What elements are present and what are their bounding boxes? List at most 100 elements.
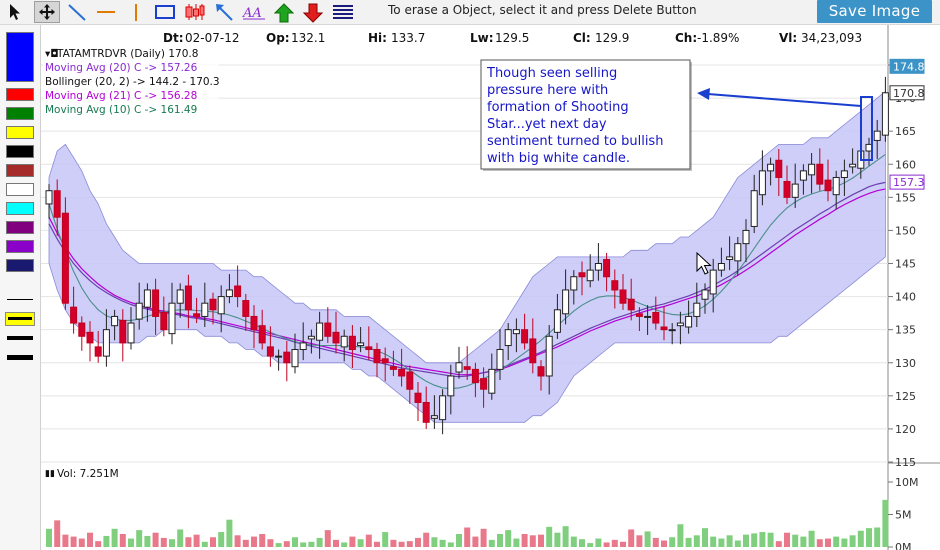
- price-flag-box: [889, 58, 925, 74]
- color-swatch-blue[interactable]: [6, 32, 34, 82]
- color-swatch-white[interactable]: [6, 183, 34, 196]
- color-swatch-red[interactable]: [6, 88, 34, 101]
- candle: [340, 329, 348, 362]
- price-flag-box: [889, 85, 925, 101]
- volume-bar: [570, 536, 577, 547]
- volume-bar: [693, 535, 700, 547]
- candle: [111, 309, 119, 341]
- move-cross-icon[interactable]: [34, 1, 60, 23]
- color-swatch-purple[interactable]: [6, 221, 34, 234]
- candle-body: [611, 280, 619, 291]
- volume-bar: [521, 534, 528, 547]
- color-swatch-cyan[interactable]: [6, 202, 34, 215]
- candle: [512, 318, 520, 353]
- horizontal-line-icon[interactable]: [93, 1, 119, 23]
- price-axis: 115120125130135140145150155160165170175: [888, 59, 916, 469]
- volume-bar: [242, 539, 249, 547]
- y-tick-label: 150: [895, 224, 916, 237]
- volume-bar: [726, 535, 733, 547]
- volume-bar: [620, 541, 626, 547]
- volume-bar: [456, 534, 462, 547]
- line-width-1[interactable]: [5, 293, 35, 307]
- vertical-line-icon[interactable]: [123, 1, 149, 23]
- annotation-arrow[interactable]: [697, 88, 862, 107]
- color-swatch-yellow[interactable]: [6, 126, 34, 139]
- candle-body: [463, 366, 471, 370]
- volume-tick-label: 5M: [895, 509, 912, 522]
- red-down-arrow-icon[interactable]: [300, 1, 326, 23]
- candle: [414, 381, 422, 421]
- line-width-3[interactable]: [5, 312, 35, 326]
- candle-body: [775, 159, 783, 178]
- candle-body: [143, 289, 151, 308]
- price-flag: 174.8: [889, 58, 925, 74]
- volume-bar: [718, 538, 725, 547]
- y-tick-label: 160: [895, 158, 916, 171]
- diagonal-arrow-icon[interactable]: [211, 1, 237, 23]
- volume-bar: [177, 529, 184, 547]
- candle-body: [398, 368, 406, 377]
- candle-body: [217, 296, 225, 315]
- candle: [53, 179, 61, 236]
- candle-body: [225, 289, 233, 298]
- candle-body: [496, 349, 504, 370]
- candle-body: [742, 229, 750, 245]
- line-width-4[interactable]: [5, 331, 35, 345]
- arrow-cursor-icon[interactable]: [2, 1, 28, 23]
- candle-body: [184, 285, 192, 311]
- candle-icon[interactable]: [182, 1, 208, 23]
- rectangle-icon[interactable]: [152, 1, 178, 23]
- candle: [840, 159, 848, 197]
- volume-bar: [661, 540, 667, 547]
- y-tick-label: 130: [895, 357, 916, 370]
- color-swatch-brown[interactable]: [6, 164, 34, 177]
- volume-bar: [259, 534, 266, 547]
- volume-bar: [702, 528, 708, 547]
- volume-bar: [472, 536, 479, 547]
- legend-symbol: TATAMTRDVR (Daily) 170.8: [56, 48, 198, 60]
- candle: [324, 307, 332, 343]
- parallel-lines-icon[interactable]: [330, 1, 356, 23]
- highlight-rectangle[interactable]: [860, 96, 873, 161]
- diagonal-line-icon[interactable]: [64, 1, 90, 23]
- candle-body: [406, 371, 414, 390]
- candle-body: [767, 163, 775, 172]
- candle: [357, 327, 365, 353]
- color-swatch-navy[interactable]: [6, 259, 34, 272]
- candlesticks[interactable]: [45, 76, 889, 435]
- close-value: 129.9: [595, 31, 629, 45]
- volume-bar: [554, 532, 561, 547]
- candle-body: [635, 313, 643, 317]
- volume-bar: [480, 528, 487, 547]
- volume-bar: [111, 528, 118, 547]
- volume-bar: [341, 542, 348, 547]
- green-up-arrow-icon[interactable]: [271, 1, 297, 23]
- candle: [45, 184, 53, 219]
- volume-bar: [505, 530, 512, 547]
- date-value: 02-07-12: [185, 31, 239, 45]
- candle-body: [701, 289, 709, 300]
- candle-body: [193, 313, 201, 317]
- candle-body: [676, 322, 684, 327]
- price-flag-box: [889, 174, 925, 190]
- price-chart[interactable]: Dt: 02-07-12 Op: 132.1 Hi: 133.7 Lw: 129…: [41, 25, 940, 550]
- line-width-5[interactable]: [5, 351, 35, 365]
- candle-body: [119, 319, 127, 344]
- volume-bar: [759, 532, 766, 547]
- color-swatch-black[interactable]: [6, 145, 34, 158]
- save-image-button[interactable]: Save Image: [817, 0, 932, 23]
- volume-bar: [784, 532, 790, 547]
- volume-bar: [349, 536, 356, 547]
- annotation-note[interactable]: Though seen selling pressure here with f…: [480, 59, 692, 171]
- candle: [570, 270, 578, 305]
- candle-body: [783, 180, 791, 198]
- text-icon[interactable]: AA: [241, 1, 267, 23]
- candle: [562, 269, 570, 325]
- color-swatch-violet[interactable]: [6, 240, 34, 253]
- volume-bar: [775, 541, 782, 547]
- candle-body: [209, 298, 217, 311]
- color-swatch-green[interactable]: [6, 107, 34, 120]
- candle: [808, 153, 816, 194]
- volume-bar: [562, 526, 569, 547]
- note-line-3: formation of Shooting: [487, 100, 629, 115]
